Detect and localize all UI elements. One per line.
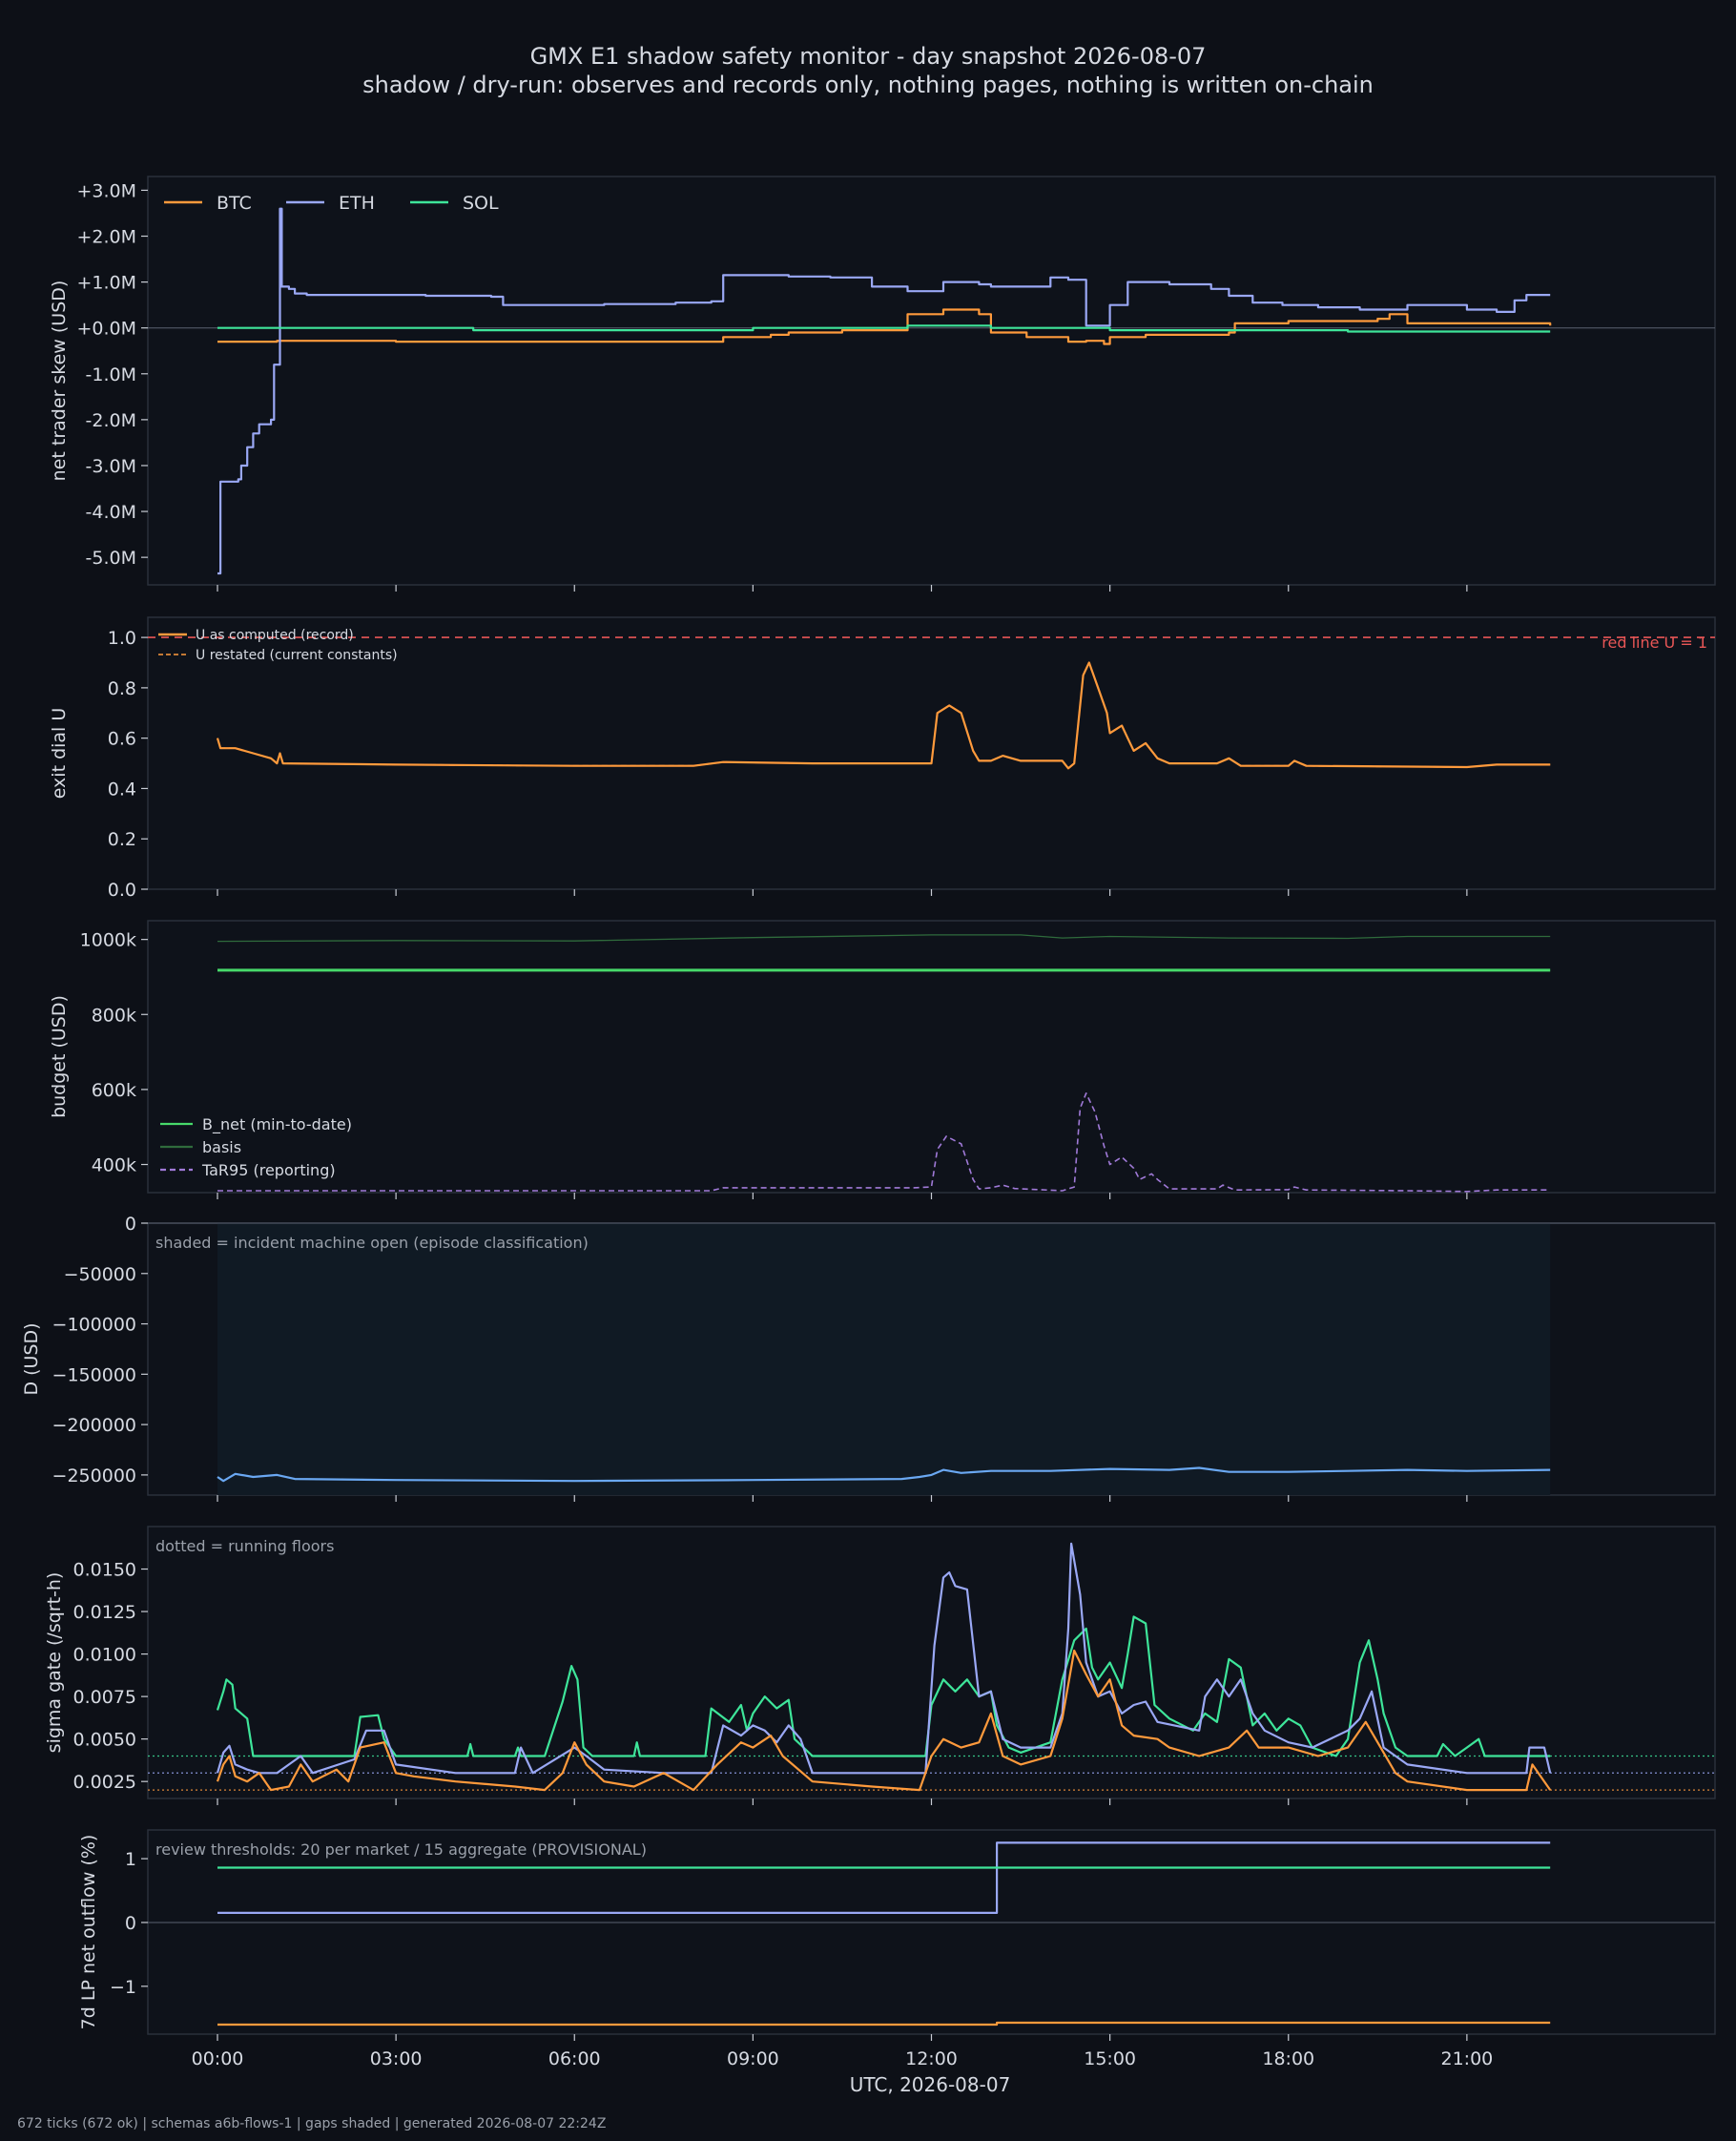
- y-tick-label: +1.0M: [76, 273, 136, 294]
- series-line-tar95-reporting-: [217, 1092, 1551, 1193]
- x-tick-label: 15:00: [1084, 2048, 1136, 2069]
- red-line-annotation: red line U = 1: [1602, 634, 1707, 652]
- y-tick-label: +3.0M: [76, 180, 136, 201]
- panel-d_usd: 0 −50000 −100000 −150000 −200000 −250000 D (US…: [21, 1214, 1716, 1502]
- panel-annotation: review thresholds: 20 per market / 15 ag…: [155, 1840, 647, 1859]
- y-axis-label: net trader skew (USD): [49, 281, 70, 482]
- panel-exit_dial: 0.0 0.2 0.4 0.6 0.8 1.0 exit dial U red line U …: [49, 616, 1716, 901]
- legend-label: BTC: [217, 193, 252, 214]
- x-tick-label: 12:00: [905, 2048, 958, 2069]
- chart-subtitle: shadow / dry-run: observes and records o…: [362, 72, 1374, 98]
- y-tick-label: 0.0050: [73, 1730, 136, 1751]
- panel-lp_outflow: −1 0 1 00:00 03:00 06:00 09:00 12:00 15:00 18:00 2…: [78, 1829, 1716, 2069]
- y-tick-label: +0.0M: [76, 319, 136, 340]
- panel-frame: [147, 616, 1716, 890]
- y-tick-label: 0.0075: [73, 1687, 136, 1708]
- y-tick-label: 600k: [92, 1080, 136, 1101]
- series-line-btc: [217, 308, 1552, 345]
- y-tick-label: 0.2: [108, 829, 136, 850]
- incident-shade: [217, 1223, 1551, 1495]
- legend-label: B_net (min-to-date): [202, 1115, 352, 1134]
- y-tick-label: −50000: [64, 1264, 136, 1285]
- y-tick-label: 0.0025: [73, 1772, 136, 1793]
- y-tick-label: −200000: [52, 1415, 136, 1436]
- panel-skew: +3.0M +2.0M +1.0M +0.0M -1.0M -2.0M -3.0M -4.0M…: [49, 176, 1716, 592]
- y-tick-label: 400k: [92, 1155, 136, 1176]
- y-tick-label: 0.0100: [73, 1645, 136, 1666]
- series-line-basis: [217, 934, 1551, 943]
- legend-label: TaR95 (reporting): [201, 1161, 336, 1179]
- series-line-sol: [217, 324, 1551, 333]
- legend-label: basis: [202, 1138, 241, 1156]
- panels-group: +3.0M +2.0M +1.0M +0.0M -1.0M -2.0M -3.0M -4.0M…: [21, 176, 1716, 2069]
- series-line-btc: [216, 1649, 1552, 1792]
- panel-annotation: dotted = running floors: [155, 1537, 334, 1555]
- y-axis-label: 7d LP net outflow (%): [78, 1835, 99, 2030]
- y-axis-label: exit dial U: [49, 708, 70, 800]
- y-tick-label: 1: [125, 1849, 136, 1870]
- series-line-eth: [217, 1841, 1551, 1914]
- y-tick-label: −100000: [52, 1315, 136, 1336]
- y-tick-label: 0.4: [108, 779, 136, 800]
- y-tick-label: 0.0150: [73, 1560, 136, 1581]
- y-tick-label: -1.0M: [86, 364, 136, 385]
- legend-label: U as computed (record): [196, 628, 354, 643]
- y-tick-label: 0.0125: [73, 1602, 136, 1623]
- panel-sigma: 0.0025 0.0050 0.0075 0.0100 0.0125 0.0150 sigm…: [44, 1526, 1716, 1805]
- series-line-btc: [217, 2021, 1551, 2027]
- y-tick-label: 0.8: [108, 678, 136, 699]
- x-tick-label: 21:00: [1440, 2048, 1493, 2069]
- panel-frame: [147, 1526, 1716, 1799]
- series-line-u-restated-current-constants-: [217, 661, 1551, 770]
- panel-annotation: shaded = incident machine open (episode …: [155, 1234, 589, 1252]
- y-tick-label: 0: [125, 1214, 136, 1235]
- y-tick-label: -5.0M: [86, 548, 136, 569]
- panel-budget: 400k 600k 800k 1000k budget (USD) B_net (min-…: [49, 920, 1716, 1199]
- y-tick-label: -3.0M: [86, 456, 136, 477]
- legend-label: ETH: [339, 193, 375, 214]
- x-tick-label: 18:00: [1262, 2048, 1314, 2069]
- y-tick-label: -2.0M: [86, 410, 136, 431]
- y-axis-label: budget (USD): [49, 995, 70, 1118]
- panel-frame: [147, 920, 1716, 1194]
- y-tick-label: 800k: [92, 1005, 136, 1026]
- y-axis-label: sigma gate (/sqrt-h): [44, 1572, 65, 1754]
- x-axis-label: UTC, 2026-08-07: [850, 2073, 1011, 2096]
- x-tick-label: 06:00: [548, 2048, 601, 2069]
- y-tick-label: −150000: [52, 1364, 136, 1385]
- y-tick-label: 1.0: [108, 628, 136, 649]
- y-tick-label: −1: [110, 1977, 136, 1998]
- y-tick-label: 1000k: [80, 930, 136, 951]
- y-tick-label: 0: [125, 1913, 136, 1934]
- legend-label: SOL: [463, 193, 499, 214]
- x-tick-label: 09:00: [727, 2048, 779, 2069]
- y-tick-label: -4.0M: [86, 502, 136, 523]
- footer-status: 672 ticks (672 ok) | schemas a6b-flows-1…: [17, 2116, 606, 2131]
- y-tick-label: 0.0: [108, 880, 136, 901]
- chart-title: GMX E1 shadow safety monitor - day snaps…: [530, 43, 1207, 70]
- y-tick-label: −250000: [52, 1465, 136, 1486]
- y-axis-label: D (USD): [21, 1322, 42, 1395]
- panel-frame: [147, 1829, 1716, 2035]
- x-tick-label: 03:00: [370, 2048, 423, 2069]
- panel-frame: [147, 176, 1716, 586]
- series-line-eth: [217, 207, 1551, 575]
- series-line-eth: [216, 1542, 1552, 1775]
- x-tick-label: 00:00: [192, 2048, 244, 2069]
- y-tick-label: 0.6: [108, 729, 136, 750]
- series-line-d: [217, 1466, 1551, 1483]
- legend-label: U restated (current constants): [196, 648, 398, 663]
- y-tick-label: +2.0M: [76, 227, 136, 248]
